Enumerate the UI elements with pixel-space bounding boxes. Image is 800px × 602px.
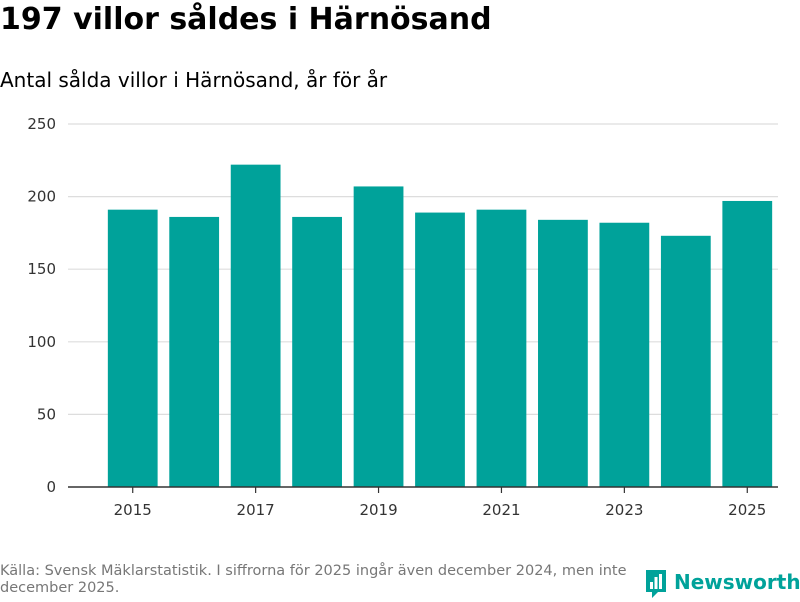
axes: 0 50 100 150 200 250 2015 2017 2019 2021 2023 2025 <box>27 115 778 519</box>
bar-2015 <box>107 209 158 488</box>
bar-2018 <box>292 216 342 487</box>
x-tick-label-2015: 2015 <box>114 501 152 519</box>
chart-subtitle: Antal sålda villor i Härnösand, år för å… <box>0 68 388 92</box>
y-tick-label-100: 100 <box>27 333 56 351</box>
y-tick-label-200: 200 <box>27 188 56 206</box>
newsworthy-logo: Newsworthy <box>644 568 800 602</box>
bar-2020 <box>415 212 465 487</box>
x-tick-label-2023: 2023 <box>605 501 643 519</box>
x-tick-label-2017: 2017 <box>237 501 275 519</box>
source-note: Källa: Svensk Mäklarstatistik. I siffror… <box>0 563 627 596</box>
y-tick-label-0: 0 <box>46 478 56 496</box>
bar-2024 <box>660 235 711 487</box>
bar-2025 <box>722 200 773 487</box>
bars <box>107 164 773 488</box>
bar-2021 <box>476 209 527 488</box>
bar-2019 <box>353 186 404 487</box>
newsworthy-logo-icon <box>646 570 666 598</box>
y-tick-label-50: 50 <box>37 405 56 423</box>
bar-2017 <box>230 164 281 487</box>
brand-name: Newsworthy <box>674 570 800 594</box>
bar-chart: 0 50 100 150 200 250 2015 2017 2019 2021 2023 2025 <box>27 115 778 519</box>
x-tick-label-2019: 2019 <box>359 501 397 519</box>
y-tick-label-150: 150 <box>27 260 56 278</box>
bar-2016 <box>169 216 220 487</box>
x-tick-label-2025: 2025 <box>728 501 766 519</box>
chart-title: 197 villor såldes i Härnösand <box>0 2 492 37</box>
x-tick-label-2021: 2021 <box>482 501 520 519</box>
bar-2022 <box>538 219 588 487</box>
bar-2023 <box>599 222 650 488</box>
y-tick-label-250: 250 <box>27 115 56 133</box>
